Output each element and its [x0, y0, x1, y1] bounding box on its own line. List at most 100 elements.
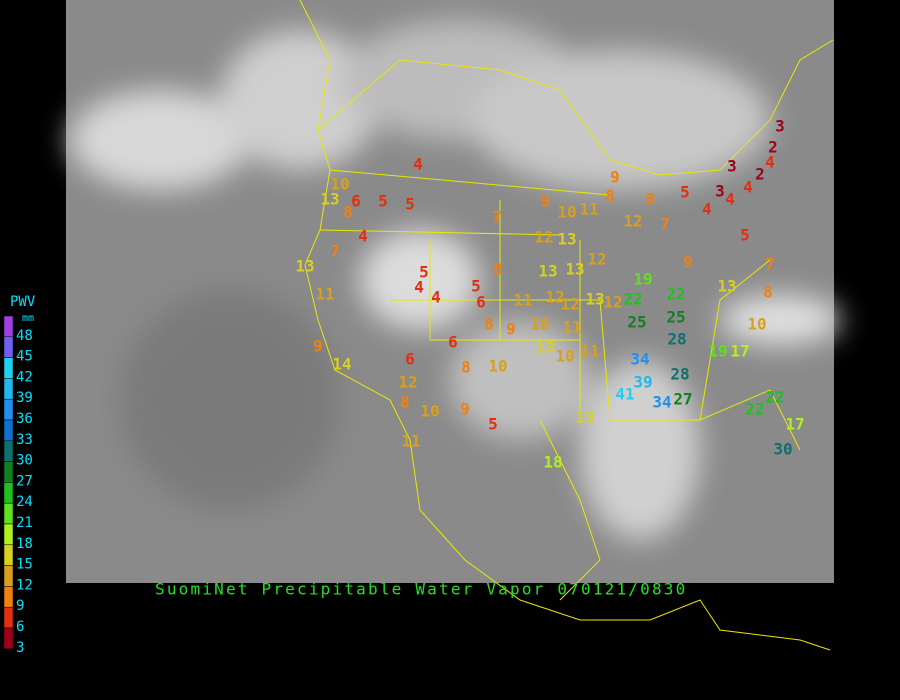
legend-title: PWV	[10, 294, 36, 310]
station-value: 8	[343, 203, 353, 222]
legend-swatch	[3, 398, 14, 421]
station-value: 4	[358, 227, 368, 246]
station-value: 6	[448, 333, 458, 352]
clouds	[70, 20, 840, 540]
station-value: 3	[727, 157, 737, 176]
station-value: 19	[708, 342, 727, 361]
station-value: 7	[660, 215, 670, 234]
station-value: 11	[562, 318, 581, 337]
station-value: 13	[585, 290, 604, 309]
station-value: 12	[560, 295, 579, 314]
station-value: 12	[603, 293, 622, 312]
legend-label: 18	[16, 536, 33, 552]
legend-label: 21	[16, 515, 33, 531]
station-value: 5	[378, 192, 388, 211]
station-value: 8	[645, 190, 655, 209]
station-value: 12	[398, 373, 417, 392]
legend-label: 30	[16, 453, 33, 469]
station-value: 34	[652, 393, 671, 412]
station-value: 11	[401, 432, 420, 451]
station-value: 14	[332, 355, 351, 374]
station-value: 5	[471, 277, 481, 296]
station-value: 22	[623, 290, 642, 309]
map-title: SuomiNet Precipitable Water Vapor 070121…	[155, 580, 687, 599]
legend-swatch	[3, 606, 14, 629]
station-value: 11	[580, 342, 599, 361]
legend-swatch	[3, 586, 14, 608]
legend: 48 45 42 39 36 33 30 27 24 21 18 15 12 9 6 3	[3, 315, 33, 656]
station-value: 4	[765, 153, 775, 172]
station-value: 22	[666, 285, 685, 304]
station-value: 28	[667, 330, 686, 349]
station-value: 13	[717, 277, 736, 296]
legend-swatch	[3, 419, 14, 442]
legend-swatch	[3, 565, 14, 587]
station-value: 4	[725, 190, 735, 209]
station-value: 8	[605, 187, 615, 206]
station-value: 4	[414, 278, 424, 297]
legend-label: 3	[16, 640, 24, 656]
legend-unit: mm	[22, 313, 34, 324]
station-value: 4	[431, 288, 441, 307]
station-value: 2	[755, 165, 765, 184]
station-value: 10	[330, 175, 349, 194]
station-value: 9	[610, 168, 620, 187]
station-value: 6	[351, 192, 361, 211]
legend-swatch	[3, 440, 14, 462]
legend-label: 9	[16, 598, 24, 614]
legend-swatch	[3, 315, 14, 338]
station-value: 8	[484, 315, 494, 334]
boundaries	[299, 0, 834, 651]
station-value: 7	[492, 208, 502, 227]
station-value: 8	[493, 260, 503, 279]
station-value: 2	[768, 138, 778, 157]
legend-swatch	[3, 544, 14, 566]
station-value: 4	[413, 155, 423, 174]
station-value: 10	[420, 402, 439, 421]
station-value: 10	[530, 315, 549, 334]
station-value: 39	[633, 373, 652, 392]
station-value: 5	[419, 263, 429, 282]
station-value: 10	[555, 347, 574, 366]
station-value: 9	[313, 337, 323, 356]
station-value: 11	[513, 291, 532, 310]
legend-swatch	[3, 482, 14, 504]
station-value: 7	[765, 255, 775, 274]
station-value: 6	[476, 293, 486, 312]
legend-label: 6	[16, 619, 24, 635]
station-value: 12	[545, 288, 564, 307]
station-value: 3	[775, 117, 785, 136]
station-value: 12	[587, 250, 606, 269]
legend-label: 33	[16, 432, 33, 448]
station-value: 27	[673, 390, 692, 409]
station-value: 9	[683, 253, 693, 272]
station-value: 6	[405, 350, 415, 369]
station-value: 4	[702, 200, 712, 219]
legend-label: 27	[16, 473, 33, 489]
station-value: 22	[745, 400, 764, 419]
station-value: 12	[623, 212, 642, 231]
station-value: 11	[579, 200, 598, 219]
station-value: 9	[540, 192, 550, 211]
station-value: 25	[666, 308, 685, 327]
station-value: 22	[765, 388, 784, 407]
station-value: 5	[680, 183, 690, 202]
legend-swatch	[3, 378, 14, 400]
legend-label: 45	[16, 349, 33, 365]
station-value: 13	[557, 230, 576, 249]
station-value: 3	[715, 182, 725, 201]
station-value: 5	[488, 415, 498, 434]
legend-label: 39	[16, 390, 33, 406]
station-value: 4	[743, 178, 753, 197]
station-value: 17	[730, 342, 749, 361]
station-value: 13	[320, 190, 339, 209]
station-value: 5	[740, 226, 750, 245]
station-value: 25	[627, 313, 646, 332]
legend-label: 48	[16, 328, 33, 344]
station-value: 13	[538, 262, 557, 281]
station-value: 34	[630, 350, 649, 369]
station-value: 13	[575, 408, 594, 427]
legend-swatch	[3, 502, 14, 525]
